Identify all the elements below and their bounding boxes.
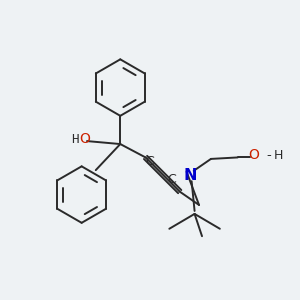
Text: -: - [266,149,271,162]
Text: C: C [145,155,154,168]
Text: C: C [167,173,176,186]
Text: N: N [183,168,197,183]
Text: H: H [274,149,283,162]
Text: O: O [249,148,260,162]
Text: O: O [79,132,90,146]
Text: H: H [71,133,79,146]
